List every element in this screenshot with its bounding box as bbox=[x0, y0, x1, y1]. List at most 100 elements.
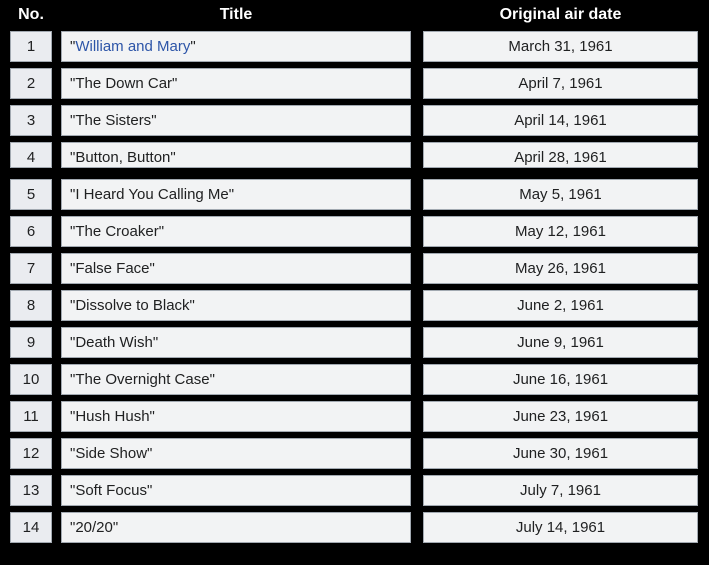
episode-number-cell: 3 bbox=[10, 105, 52, 136]
episode-number-cell: 14 bbox=[10, 512, 52, 543]
episode-title-cell: "False Face" bbox=[61, 253, 411, 284]
episode-title-cell: "Button, Button" bbox=[61, 142, 411, 168]
quote-mark: " bbox=[70, 38, 76, 55]
quote-mark: " bbox=[152, 334, 159, 351]
episode-title: 20/20 bbox=[75, 519, 113, 536]
air-date-cell: June 9, 1961 bbox=[423, 327, 698, 358]
table-row: 9 "Death Wish" June 9, 1961 bbox=[0, 327, 709, 358]
quote-mark: " bbox=[170, 149, 176, 166]
episode-number-cell: 13 bbox=[10, 475, 52, 506]
episode-number-cell: 7 bbox=[10, 253, 52, 284]
air-date-cell: May 12, 1961 bbox=[423, 216, 698, 247]
quote-mark: " bbox=[190, 38, 196, 55]
column-header-no: No. bbox=[18, 6, 44, 23]
episode-title-cell: "The Down Car" bbox=[61, 68, 411, 99]
quote-mark: " bbox=[70, 408, 76, 425]
episode-title: Side Show bbox=[75, 445, 148, 462]
table-row: 5 "I Heard You Calling Me" May 5, 1961 bbox=[0, 179, 709, 210]
quote-mark: " bbox=[151, 112, 157, 129]
episode-title: The Overnight Case bbox=[75, 371, 210, 388]
table-row: 13 "Soft Focus" July 7, 1961 bbox=[0, 475, 709, 506]
table-row: 10 "The Overnight Case" June 16, 1961 bbox=[0, 364, 709, 395]
quote-mark: " bbox=[70, 112, 76, 129]
episode-title-cell: "Death Wish" bbox=[61, 327, 411, 358]
quote-mark: " bbox=[149, 260, 155, 277]
air-date-cell: June 16, 1961 bbox=[423, 364, 698, 395]
episode-title: Dissolve to Black bbox=[75, 297, 190, 314]
quote-mark: " bbox=[172, 75, 178, 92]
air-date-cell: April 14, 1961 bbox=[423, 105, 698, 136]
episode-title: I Heard You Calling Me bbox=[75, 186, 229, 203]
quote-mark: " bbox=[70, 186, 76, 203]
episode-title-cell: "I Heard You Calling Me" bbox=[61, 179, 411, 210]
quote-mark: " bbox=[70, 260, 76, 277]
episode-title: The Croaker bbox=[75, 223, 159, 240]
episode-title-cell: "The Overnight Case" bbox=[61, 364, 411, 395]
quote-mark: " bbox=[70, 519, 76, 536]
quote-mark: " bbox=[149, 408, 155, 425]
air-date-cell: June 23, 1961 bbox=[423, 401, 698, 432]
table-row: 4 "Button, Button" April 28, 1961 bbox=[0, 142, 709, 168]
quote-mark: " bbox=[70, 75, 76, 92]
episode-title: The Sisters bbox=[75, 112, 152, 129]
air-date-cell: June 30, 1961 bbox=[423, 438, 698, 469]
episode-title-cell: "20/20" bbox=[61, 512, 411, 543]
episode-title: Death Wish bbox=[75, 334, 153, 351]
episode-title-cell: "The Croaker" bbox=[61, 216, 411, 247]
episode-title-cell: "The Sisters" bbox=[61, 105, 411, 136]
episode-number-cell: 6 bbox=[10, 216, 52, 247]
table-header-row: No. Title Original air date bbox=[0, 0, 709, 31]
column-header-title: Title bbox=[219, 6, 253, 23]
episode-title-cell: "William and Mary" bbox=[61, 31, 411, 62]
episode-title: False Face bbox=[75, 260, 150, 277]
episode-title: Soft Focus bbox=[75, 482, 148, 499]
episode-title-cell: "Side Show" bbox=[61, 438, 411, 469]
quote-mark: " bbox=[147, 482, 153, 499]
episode-title-cell: "Dissolve to Black" bbox=[61, 290, 411, 321]
quote-mark: " bbox=[158, 223, 165, 240]
quote-mark: " bbox=[189, 297, 195, 314]
air-date-cell: July 7, 1961 bbox=[423, 475, 698, 506]
quote-mark: " bbox=[147, 445, 153, 462]
air-date-cell: April 7, 1961 bbox=[423, 68, 698, 99]
table-row: 3 "The Sisters" April 14, 1961 bbox=[0, 105, 709, 136]
quote-mark: " bbox=[70, 482, 76, 499]
quote-mark: " bbox=[209, 371, 215, 388]
episode-number-cell: 1 bbox=[10, 31, 52, 62]
episode-title: Hush Hush bbox=[75, 408, 150, 425]
air-date-cell: April 28, 1961 bbox=[423, 142, 698, 168]
episode-title-link[interactable]: William and Mary bbox=[75, 38, 191, 55]
quote-mark: " bbox=[70, 334, 76, 351]
episode-title-cell: "Hush Hush" bbox=[61, 401, 411, 432]
table-row: 11 "Hush Hush" June 23, 1961 bbox=[0, 401, 709, 432]
episode-number-cell: 5 bbox=[10, 179, 52, 210]
quote-mark: " bbox=[70, 445, 76, 462]
episode-number-cell: 9 bbox=[10, 327, 52, 358]
quote-mark: " bbox=[70, 297, 76, 314]
table-row: 14 "20/20" July 14, 1961 bbox=[0, 512, 709, 543]
episode-number-cell: 2 bbox=[10, 68, 52, 99]
episode-title: Button, Button bbox=[75, 149, 171, 166]
episode-number-cell: 8 bbox=[10, 290, 52, 321]
episode-number-cell: 12 bbox=[10, 438, 52, 469]
air-date-cell: July 14, 1961 bbox=[423, 512, 698, 543]
air-date-cell: May 5, 1961 bbox=[423, 179, 698, 210]
table-body: 1 "William and Mary" March 31, 1961 2 "T… bbox=[0, 31, 709, 543]
quote-mark: " bbox=[70, 149, 76, 166]
quote-mark: " bbox=[70, 223, 76, 240]
table-row: 1 "William and Mary" March 31, 1961 bbox=[0, 31, 709, 62]
episode-number-cell: 10 bbox=[10, 364, 52, 395]
air-date-cell: June 2, 1961 bbox=[423, 290, 698, 321]
quote-mark: " bbox=[70, 371, 76, 388]
quote-mark: " bbox=[228, 186, 235, 203]
episode-number-cell: 11 bbox=[10, 401, 52, 432]
table-row: 2 "The Down Car" April 7, 1961 bbox=[0, 68, 709, 99]
table-row: 6 "The Croaker" May 12, 1961 bbox=[0, 216, 709, 247]
air-date-cell: March 31, 1961 bbox=[423, 31, 698, 62]
air-date-cell: May 26, 1961 bbox=[423, 253, 698, 284]
episode-number-cell: 4 bbox=[10, 142, 52, 168]
quote-mark: " bbox=[112, 519, 119, 536]
column-header-air-date: Original air date bbox=[499, 6, 622, 23]
episode-title: The Down Car bbox=[75, 75, 173, 92]
